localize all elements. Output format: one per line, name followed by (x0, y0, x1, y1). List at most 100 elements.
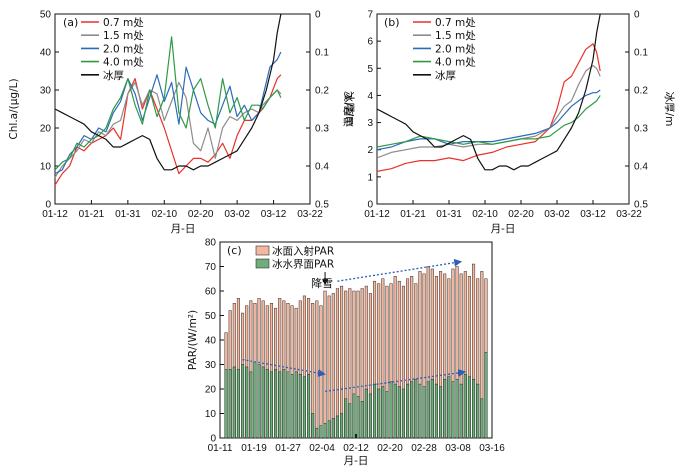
y-tick-label: 50 (205, 311, 217, 322)
panel-a-marks: 01-12 01-21 01-31 02-10 02-20 03-02 03-12 03-22… (40, 10, 329, 221)
bar-interface-par (236, 369, 240, 439)
y-tick-label: 3 (367, 118, 373, 129)
bar-interface-par (261, 366, 265, 439)
y-tick-label: 0 (210, 434, 216, 445)
x-tick-label: 03-16 (479, 443, 505, 454)
bar-interface-par (472, 378, 476, 439)
y2-tick-label: 0.1 (315, 48, 329, 59)
x-tick-label: 03-12 (261, 209, 287, 220)
panel-c-frame (219, 241, 493, 439)
y2-tick-label: 0.1 (634, 48, 648, 59)
series-line (54, 36, 282, 171)
trend-arrow (337, 258, 462, 282)
bar-interface-par (377, 388, 381, 439)
y-tick-label: 5 (367, 64, 373, 75)
y-tick-label: 2 (367, 145, 373, 156)
x-tick-label: 03-08 (445, 443, 471, 454)
x-tick-label: 02-10 (472, 209, 498, 220)
panel-c-tag: (c) (227, 244, 242, 257)
bar-interface-par (373, 383, 377, 439)
bar-interface-par (294, 371, 298, 439)
panel-c-annotations: 降雪 (311, 272, 333, 290)
y-tick-label: 70 (205, 262, 217, 273)
y2-tick-label: 0 (315, 10, 321, 21)
legend-label: 0.7 m处 (103, 17, 144, 29)
bar-interface-par (311, 413, 315, 439)
bar-interface-par (356, 396, 360, 439)
bar-interface-par (434, 383, 438, 439)
x-tick-label: 02-20 (188, 209, 214, 220)
y-tick-label: 30 (40, 86, 52, 97)
bar-interface-par (290, 374, 294, 439)
bar-interface-par (381, 386, 385, 439)
bar-interface-par (335, 415, 339, 439)
bar-incident-par (331, 293, 335, 439)
legend-label: 0.7 m处 (435, 17, 476, 29)
legend-label: 冰厚 (435, 69, 456, 82)
series-line (54, 13, 282, 171)
bar-interface-par (327, 420, 331, 439)
bar-interface-par (340, 413, 344, 439)
bar-interface-par (414, 378, 418, 439)
x-tick-label: 03-12 (580, 209, 606, 220)
y2-tick-label: 0.5 (315, 200, 329, 211)
bar-interface-par (439, 386, 443, 439)
y-tick-label: 7 (367, 10, 373, 21)
bar-interface-par (385, 391, 389, 439)
legend-label: 4.0 m处 (435, 57, 476, 69)
y-tick-label: 0 (367, 200, 373, 211)
panel-b: 01-12 01-21 01-31 02-10 02-20 03-02 03-12 03-22… (342, 10, 676, 236)
y2-tick-label: 0.2 (315, 86, 329, 97)
legend-label: 冰水界面PAR (272, 258, 334, 271)
bar-interface-par (447, 376, 451, 439)
bar-interface-par (467, 376, 471, 439)
x-tick-label: 03-22 (297, 209, 323, 220)
bar-interface-par (480, 398, 484, 439)
bar-interface-par (451, 381, 455, 439)
series-line (54, 51, 282, 175)
panel-a-frame (54, 13, 311, 205)
x-tick-label: 02-10 (151, 209, 177, 220)
x-tick-label: 01-31 (115, 209, 141, 220)
x-tick-label: 02-20 (377, 443, 403, 454)
x-tick-label: 03-02 (224, 209, 250, 220)
bar-interface-par (241, 364, 245, 439)
bar-interface-par (463, 374, 467, 439)
panel-c-xlabel: 月-日 (344, 455, 369, 467)
bar-interface-par (422, 386, 426, 439)
legend-swatch (255, 245, 270, 256)
panel-a: 01-12 01-21 01-31 02-10 02-20 03-02 03-12 03-22… (8, 10, 356, 236)
bar-interface-par (323, 423, 327, 439)
x-tick-label: 03-22 (616, 209, 642, 220)
x-tick-label: 01-31 (436, 209, 462, 220)
x-tick-label: 01-11 (208, 443, 233, 454)
legend-label: 2.0 m处 (103, 43, 144, 55)
bar-interface-par (443, 378, 447, 439)
y-tick-label: 10 (205, 409, 217, 420)
y2-tick-label: 0.3 (315, 124, 329, 135)
y2-tick-label: 0.4 (315, 162, 329, 173)
panel-b-ylabel: 温度/℃ (342, 91, 355, 127)
bar-interface-par (360, 401, 364, 439)
bar-interface-par (476, 383, 480, 439)
x-tick-label: 02-20 (508, 209, 534, 220)
series-line (376, 13, 601, 171)
bar-interface-par (430, 378, 434, 439)
series-line (376, 89, 601, 151)
y-tick-label: 30 (205, 360, 217, 371)
panel-b-y2label: 冰厚/m (663, 92, 676, 127)
bar-interface-par (232, 366, 236, 439)
bar-interface-par (331, 418, 335, 439)
y-tick-label: 1 (367, 172, 373, 183)
x-tick-label: 01-21 (79, 209, 105, 220)
snowfall-annotation: 降雪 (311, 276, 333, 290)
x-tick-label: 03-02 (544, 209, 570, 220)
snowfall-arrowhead (322, 279, 329, 286)
x-tick-label: 01-21 (400, 209, 426, 220)
y2-tick-label: 0.5 (634, 200, 648, 211)
bar-interface-par (249, 371, 253, 439)
bar-incident-par (315, 300, 319, 439)
